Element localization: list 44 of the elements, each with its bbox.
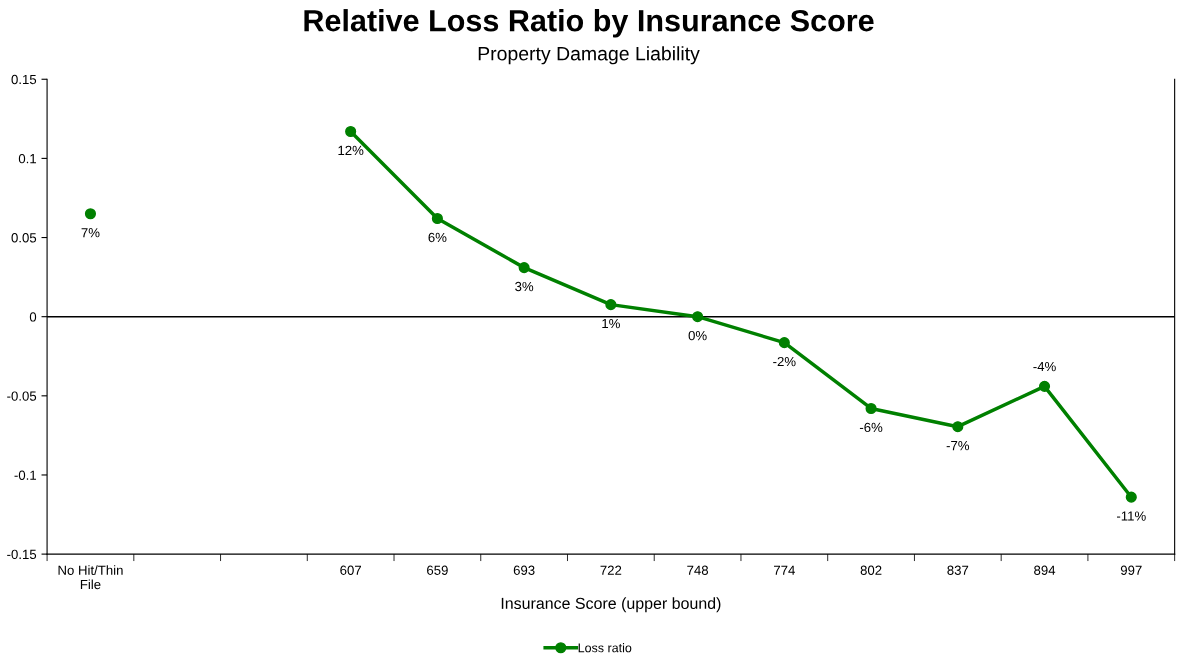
x-axis-title: Insurance Score (upper bound) <box>501 597 721 613</box>
x-tick-label: 607 <box>340 565 361 575</box>
point <box>1125 491 1137 503</box>
data-label: -11% <box>1116 511 1146 521</box>
data-label: 1% <box>602 318 620 329</box>
data-label: -2% <box>773 356 796 367</box>
x-tick-label: No Hit/Thin File <box>58 565 123 590</box>
data-label: 0% <box>688 330 707 341</box>
point <box>778 337 790 349</box>
point <box>518 262 530 274</box>
point <box>952 421 964 433</box>
point <box>431 212 443 225</box>
data-label: -6% <box>859 422 883 433</box>
x-tick-label: 774 <box>774 565 795 575</box>
data-label: 6% <box>428 232 447 243</box>
y-tick-label: 0.05 <box>11 233 37 243</box>
legend-label: Loss ratio <box>578 643 632 653</box>
data-label: -4% <box>1033 361 1056 372</box>
x-tick-label: 748 <box>687 565 709 575</box>
data-label: 7% <box>81 228 100 238</box>
chart-title: Relative Loss Ratio by Insurance Score <box>304 9 874 38</box>
data-label: -7% <box>946 440 970 451</box>
x-tick-label: 837 <box>947 565 969 575</box>
point <box>865 402 877 415</box>
x-tick-label: 802 <box>860 565 882 575</box>
x-tick-label: 693 <box>513 565 535 575</box>
y-tick-label: 0.1 <box>18 153 37 164</box>
point <box>1038 380 1051 392</box>
x-tick-label: 997 <box>1120 565 1142 575</box>
x-tick-label: 894 <box>1034 565 1056 575</box>
y-tick-label: -0.05 <box>7 391 37 401</box>
point <box>345 125 357 138</box>
point <box>84 208 97 220</box>
x-tick-label: 722 <box>600 565 622 575</box>
y-tick-label: 0 <box>29 312 37 322</box>
point <box>605 299 617 311</box>
data-label: 3% <box>515 281 534 292</box>
chart-subtitle: Property Damage Liability <box>478 46 700 65</box>
data-label: 12% <box>338 145 364 156</box>
y-tick-label: -0.1 <box>14 470 37 480</box>
y-tick-label: -0.15 <box>7 549 37 560</box>
y-tick-label: 0.15 <box>11 74 37 85</box>
x-tick-label: 659 <box>427 565 448 575</box>
point <box>692 311 704 323</box>
